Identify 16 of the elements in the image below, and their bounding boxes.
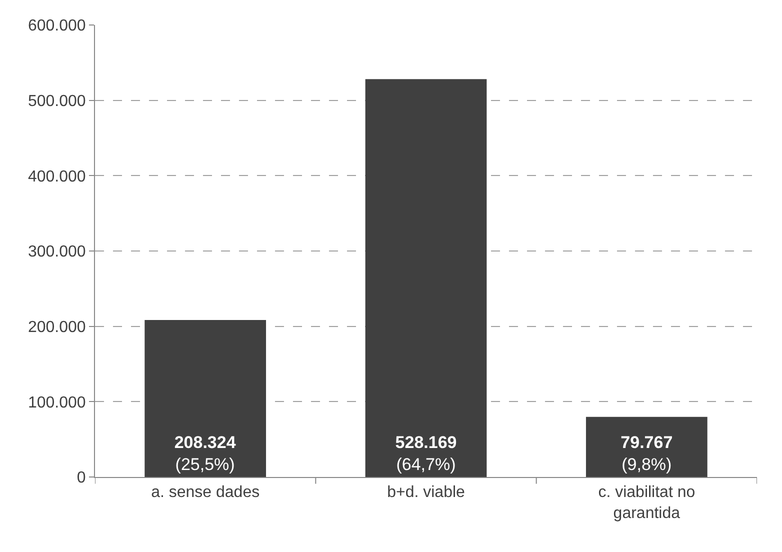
x-tick-label: b+d. viable <box>387 484 466 502</box>
y-tick-label: 100.000 <box>28 394 86 412</box>
bar <box>365 79 487 477</box>
y-tick-label: 600.000 <box>28 18 86 35</box>
x-tick-label: a. sense dades <box>151 484 260 502</box>
y-tick-label: 200.000 <box>28 318 86 336</box>
bar <box>586 416 708 477</box>
y-tick-label: 0 <box>76 470 86 487</box>
data-label: 79.767 (9,8%) <box>620 432 673 474</box>
y-tick-label: 400.000 <box>28 168 86 186</box>
data-label: 528.169 (64,7%) <box>395 432 457 474</box>
y-tick-label: 300.000 <box>28 244 86 261</box>
x-tick-label: c. viabilitat no garantida <box>598 484 696 522</box>
data-label: 208.324 (25,5%) <box>174 432 236 474</box>
bar <box>144 320 266 477</box>
y-tick-label: 500.000 <box>28 92 86 110</box>
